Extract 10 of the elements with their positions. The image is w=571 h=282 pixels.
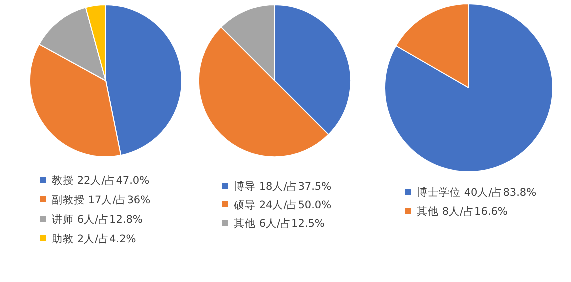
legend-label: 硕导 24人/占50.0%: [233, 198, 332, 212]
legend-label: 其他 6人/占12.5%: [234, 216, 325, 230]
legend-label: 教授 22人/占47.0%: [52, 174, 150, 187]
legend-label: 讲师 6人/占12.8%: [52, 212, 143, 226]
legend-label: 博士学位 40人/占83.8%: [417, 186, 537, 199]
pie-slice: [384, 4, 554, 172]
legend-label: 助教 2人/占4.2%: [52, 232, 136, 246]
legend-label: 博导 18人/占37.5%: [234, 180, 332, 193]
legend-label: 其他 8人/占16.6%: [417, 204, 508, 218]
legend-label: 副教授 17人/占36%: [52, 193, 151, 206]
